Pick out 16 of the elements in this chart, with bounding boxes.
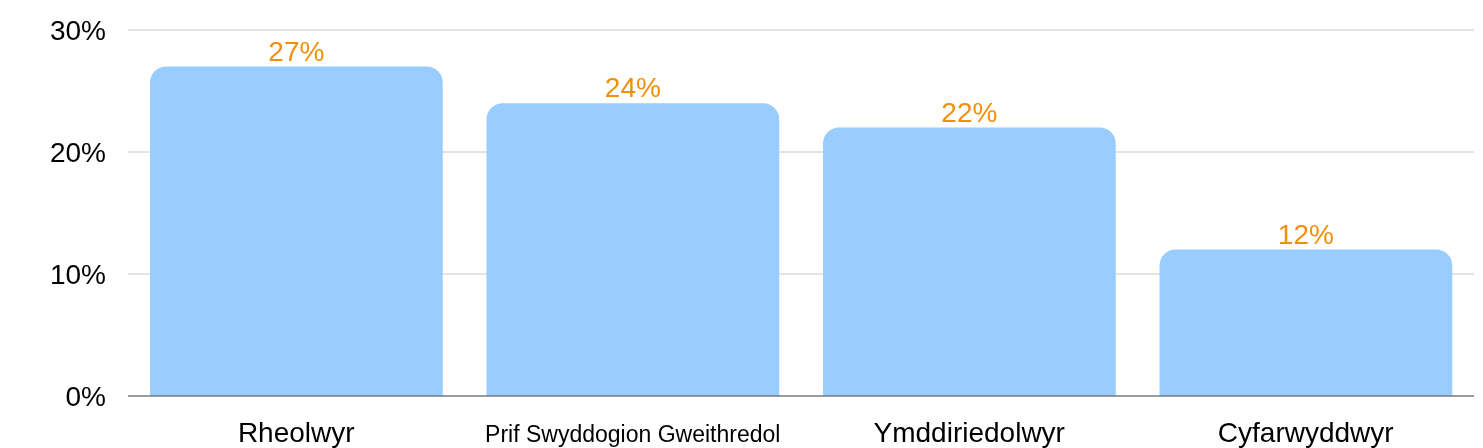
data-label: 12%: [1277, 218, 1334, 250]
bar: [1159, 249, 1453, 396]
bar: [486, 103, 780, 396]
y-tick-label: 10%: [49, 258, 106, 290]
x-tick-label: Ymddiriedolwyr: [873, 417, 1065, 448]
y-tick-label: 0%: [65, 380, 106, 412]
bar: [823, 127, 1116, 396]
y-tick-label: 20%: [49, 136, 106, 168]
x-tick-label: Rheolwyr: [237, 417, 355, 448]
x-tick-label: Prif Swyddogion Gweithredol: [485, 421, 781, 447]
data-label: 27%: [268, 35, 325, 67]
x-tick-label: Cyfarwyddwyr: [1217, 417, 1394, 448]
data-label: 24%: [604, 72, 661, 104]
y-tick-label: 30%: [49, 14, 106, 46]
data-label: 22%: [941, 96, 998, 128]
bar: [150, 66, 443, 396]
